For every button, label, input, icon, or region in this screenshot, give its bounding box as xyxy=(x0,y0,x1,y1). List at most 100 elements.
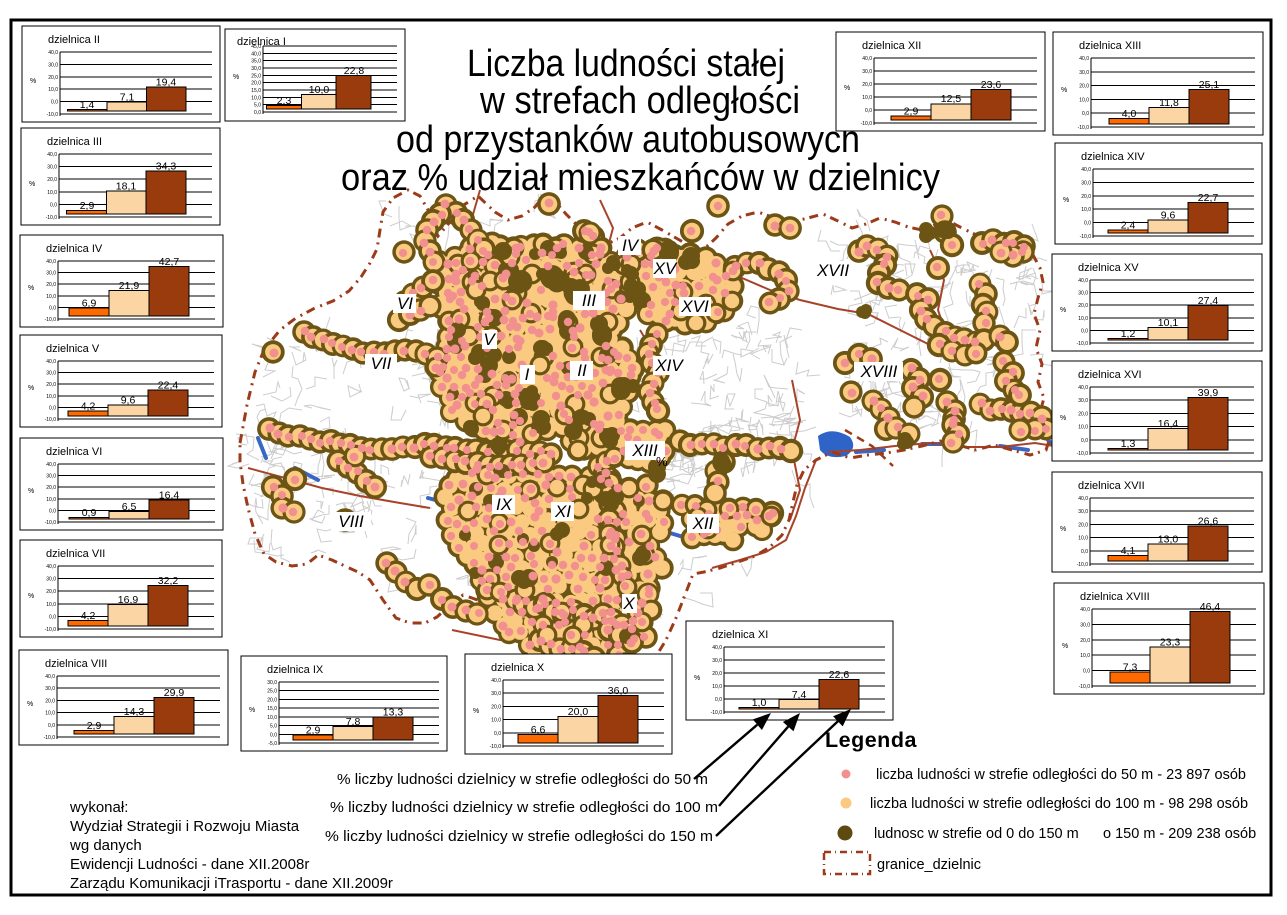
svg-text:dzielnica VII: dzielnica VII xyxy=(46,548,105,560)
svg-text:0,0: 0,0 xyxy=(494,731,501,737)
svg-text:30,0: 30,0 xyxy=(1079,70,1089,76)
svg-text:1,0: 1,0 xyxy=(752,697,767,709)
svg-text:10,0: 10,0 xyxy=(47,190,57,196)
svg-text:0,0: 0,0 xyxy=(1081,328,1088,334)
svg-text:26,6: 26,6 xyxy=(1198,515,1219,527)
svg-text:4,2: 4,2 xyxy=(81,610,96,622)
svg-text:od przystanków autobusowych: od przystanków autobusowych xyxy=(396,119,860,161)
svg-text:10,0: 10,0 xyxy=(46,602,56,608)
svg-text:40,0: 40,0 xyxy=(1079,56,1089,62)
svg-text:-10,0: -10,0 xyxy=(1077,451,1089,457)
svg-text:20,0: 20,0 xyxy=(45,698,55,704)
svg-text:19,4: 19,4 xyxy=(156,76,177,88)
svg-text:1,2: 1,2 xyxy=(1121,328,1136,340)
svg-text:0,0: 0,0 xyxy=(49,305,56,311)
svg-text:%: % xyxy=(28,285,34,292)
svg-text:XVII: XVII xyxy=(816,261,849,280)
svg-text:20,0: 20,0 xyxy=(1081,194,1091,200)
svg-text:20,0: 20,0 xyxy=(491,704,501,710)
svg-text:32,2: 32,2 xyxy=(158,575,179,587)
svg-text:w strefach odległości: w strefach odległości xyxy=(479,80,800,122)
svg-text:30,0: 30,0 xyxy=(251,66,261,72)
svg-text:29,9: 29,9 xyxy=(164,687,185,699)
svg-text:40,0: 40,0 xyxy=(1081,167,1091,173)
svg-text:XVIII: XVIII xyxy=(860,362,898,381)
svg-text:13,0: 13,0 xyxy=(1158,533,1179,545)
svg-text:0,0: 0,0 xyxy=(1084,221,1091,227)
svg-text:4,1: 4,1 xyxy=(1121,545,1136,557)
svg-text:-10,0: -10,0 xyxy=(711,710,723,716)
svg-text:30,0: 30,0 xyxy=(1080,622,1090,628)
svg-text:0,0: 0,0 xyxy=(1081,549,1088,555)
svg-text:2,3: 2,3 xyxy=(277,95,292,107)
svg-text:22,4: 22,4 xyxy=(158,380,179,392)
svg-text:36,0: 36,0 xyxy=(608,685,629,697)
svg-text:10,0: 10,0 xyxy=(1081,207,1091,213)
svg-text:18,1: 18,1 xyxy=(116,181,137,193)
svg-text:6,6: 6,6 xyxy=(531,724,546,736)
svg-text:7,1: 7,1 xyxy=(120,92,135,104)
svg-text:0,0: 0,0 xyxy=(254,110,261,116)
svg-text:30,0: 30,0 xyxy=(46,271,56,277)
svg-text:30,0: 30,0 xyxy=(1078,291,1088,297)
svg-text:-10,0: -10,0 xyxy=(1080,234,1092,240)
svg-text:12,5: 12,5 xyxy=(941,93,962,105)
svg-text:10,0: 10,0 xyxy=(1079,97,1089,103)
svg-text:2,9: 2,9 xyxy=(80,200,95,212)
svg-text:40,0: 40,0 xyxy=(712,645,722,651)
svg-text:25,1: 25,1 xyxy=(1199,79,1220,91)
svg-text:%: % xyxy=(1061,87,1067,94)
svg-text:40,0: 40,0 xyxy=(46,564,56,570)
svg-text:20,0: 20,0 xyxy=(46,589,56,595)
svg-text:30,0: 30,0 xyxy=(1078,398,1088,404)
svg-text:25,0: 25,0 xyxy=(267,689,277,695)
svg-text:dzielnica XIV: dzielnica XIV xyxy=(1081,151,1145,163)
svg-text:0,0: 0,0 xyxy=(270,732,277,738)
svg-text:7,3: 7,3 xyxy=(1123,661,1138,673)
svg-text:% liczby ludności dzielnicy w: % liczby ludności dzielnicy w strefie od… xyxy=(325,828,713,845)
svg-text:%: % xyxy=(27,701,33,708)
svg-text:0,0: 0,0 xyxy=(1082,111,1089,117)
svg-text:XV: XV xyxy=(653,259,678,278)
svg-text:2,4: 2,4 xyxy=(1121,219,1136,231)
svg-text:liczba ludności w strefie odle: liczba ludności w strefie odległości do … xyxy=(876,767,1246,783)
svg-text:VIII: VIII xyxy=(338,512,364,531)
svg-text:-5,0: -5,0 xyxy=(268,741,277,747)
svg-text:Liczba ludności stałej: Liczba ludności stałej xyxy=(467,43,785,85)
svg-text:dzielnica I: dzielnica I xyxy=(237,36,286,48)
svg-text:0,0: 0,0 xyxy=(48,723,55,729)
svg-text:25,0: 25,0 xyxy=(251,73,261,79)
svg-text:-10,0: -10,0 xyxy=(490,744,502,750)
svg-text:16,4: 16,4 xyxy=(1158,418,1179,430)
svg-text:20,0: 20,0 xyxy=(1080,638,1090,644)
svg-text:liczba ludności w strefie odle: liczba ludności w strefie odległości do … xyxy=(870,796,1248,812)
svg-text:40,0: 40,0 xyxy=(491,678,501,684)
svg-text:10,0: 10,0 xyxy=(46,497,56,503)
svg-text:20,0: 20,0 xyxy=(46,485,56,491)
svg-text:20,0: 20,0 xyxy=(1078,303,1088,309)
svg-text:30,0: 30,0 xyxy=(46,371,56,377)
svg-text:Wydział Strategii i Rozwoju Mi: Wydział Strategii i Rozwoju Miasta xyxy=(70,818,300,835)
svg-text:wykonał:: wykonał: xyxy=(69,799,128,816)
svg-text:30,0: 30,0 xyxy=(712,658,722,664)
svg-text:1,4: 1,4 xyxy=(80,99,95,111)
svg-text:0,9: 0,9 xyxy=(82,507,97,519)
svg-text:40,0: 40,0 xyxy=(1078,496,1088,502)
svg-text:10,0: 10,0 xyxy=(1080,653,1090,659)
svg-text:20,0: 20,0 xyxy=(1079,84,1089,90)
svg-text:20,0: 20,0 xyxy=(568,706,589,718)
svg-text:22,6: 22,6 xyxy=(829,669,850,681)
svg-text:1,3: 1,3 xyxy=(1121,438,1136,450)
svg-text:40,0: 40,0 xyxy=(1078,278,1088,284)
svg-text:20,0: 20,0 xyxy=(46,282,56,288)
svg-text:dzielnica XVII: dzielnica XVII xyxy=(1078,480,1145,492)
svg-text:20,0: 20,0 xyxy=(251,81,261,87)
svg-text:Legenda: Legenda xyxy=(825,728,917,752)
svg-text:13,3: 13,3 xyxy=(383,706,404,718)
svg-text:%: % xyxy=(1060,526,1066,533)
svg-text:0,0: 0,0 xyxy=(51,100,58,106)
svg-text:VI: VI xyxy=(397,294,413,313)
svg-text:9,6: 9,6 xyxy=(1161,210,1176,222)
svg-text:40,0: 40,0 xyxy=(47,152,57,158)
svg-text:42,7: 42,7 xyxy=(159,256,180,268)
